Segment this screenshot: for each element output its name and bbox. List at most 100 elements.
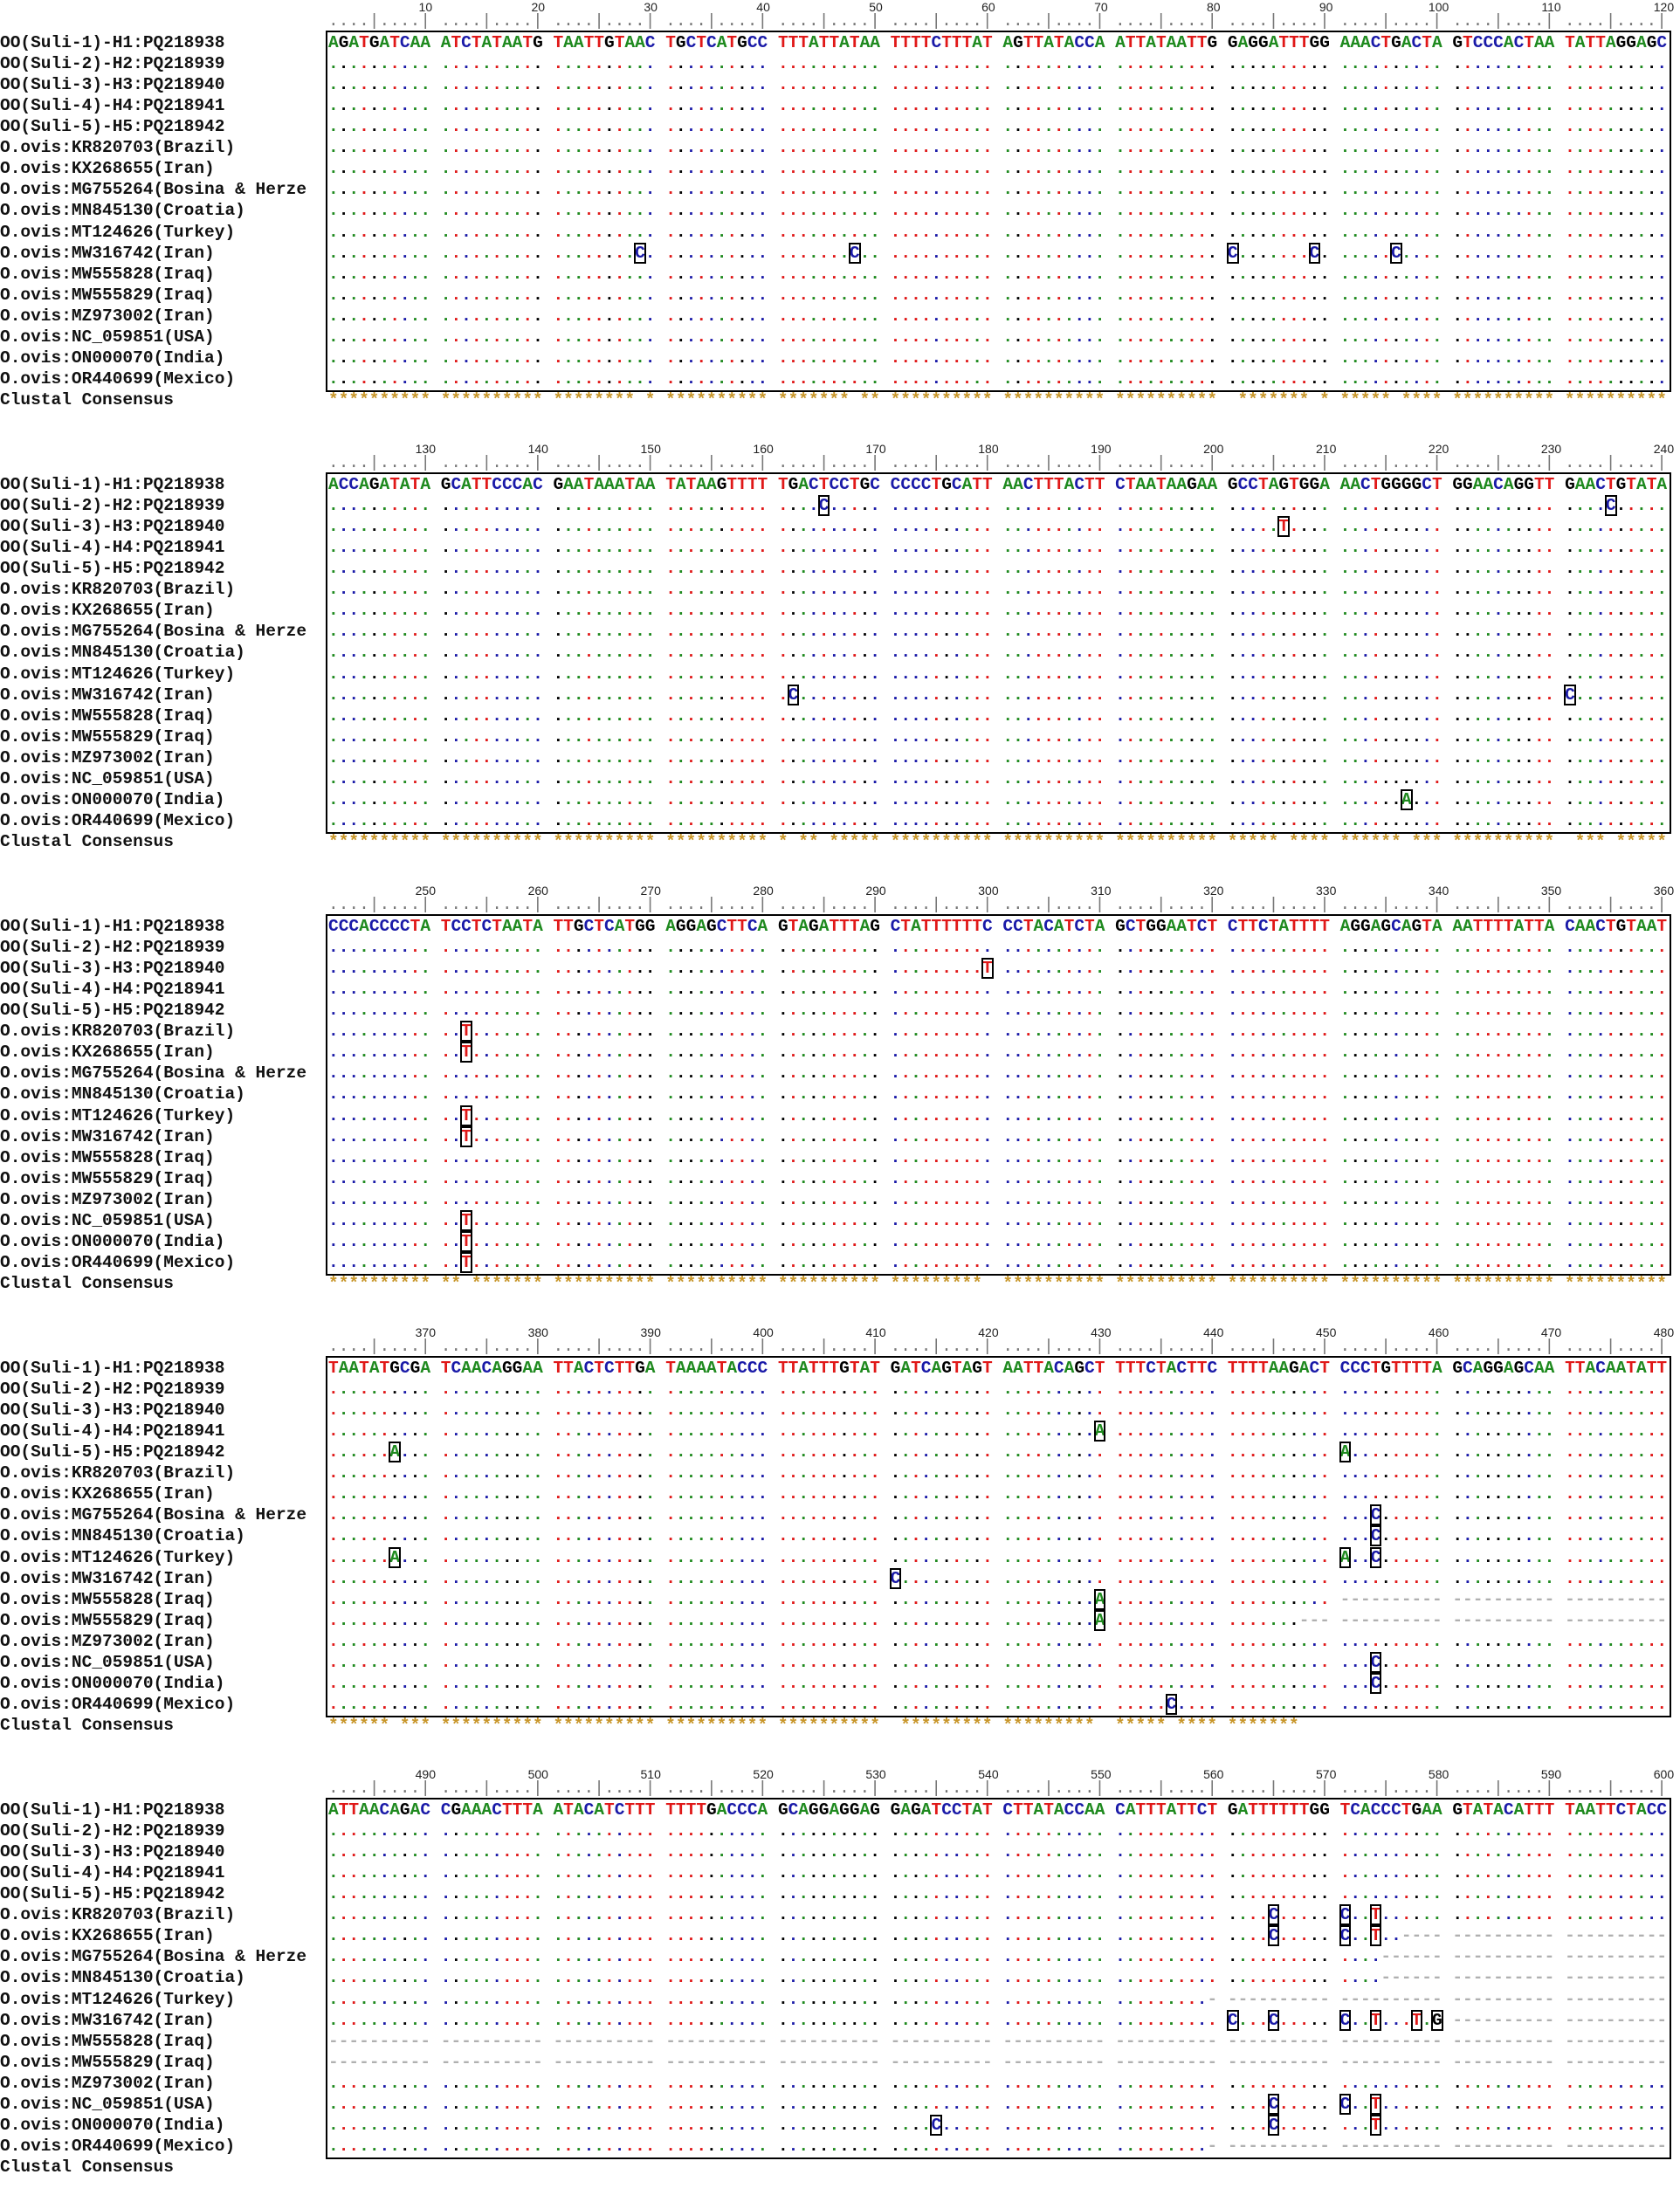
identical-residue: .: [1545, 538, 1555, 557]
identical-residue: .: [584, 517, 595, 536]
identical-residue: .: [1310, 959, 1320, 978]
identical-residue: .: [1146, 980, 1156, 999]
identical-residue: .: [962, 580, 973, 599]
identical-residue: .: [839, 811, 850, 830]
identical-residue: .: [1493, 75, 1504, 94]
identical-residue: .: [1463, 327, 1473, 347]
identical-residue: .: [1156, 117, 1167, 136]
identical-residue: .: [829, 811, 839, 830]
identical-residue: .: [1064, 306, 1075, 326]
identical-residue: .: [1647, 790, 1657, 809]
residue: A: [604, 475, 615, 494]
residue: T: [1504, 917, 1514, 936]
identical-residue: .: [1054, 265, 1064, 284]
identical-residue: .: [1084, 769, 1095, 788]
identical-residue: .: [1350, 159, 1360, 178]
residue: G: [1248, 33, 1258, 52]
residue: G: [1258, 33, 1269, 52]
identical-residue: .: [982, 75, 993, 94]
identical-residue: .: [1278, 769, 1289, 788]
identical-residue: .: [1238, 223, 1249, 242]
identical-residue: .: [441, 327, 451, 347]
sequence-row: .......... .......... .......... .......…: [328, 726, 1667, 747]
identical-residue: .: [1248, 223, 1258, 242]
identical-residue: .: [1360, 265, 1371, 284]
identical-residue: .: [1197, 327, 1208, 347]
identical-residue: .: [850, 580, 860, 599]
identical-residue: .: [829, 306, 839, 326]
identical-residue: .: [1422, 244, 1432, 263]
identical-residue: .: [1606, 1022, 1616, 1041]
residue: A: [574, 33, 584, 52]
identical-residue: .: [1585, 496, 1595, 515]
identical-residue: .: [1146, 159, 1156, 178]
identical-residue: .: [1310, 748, 1320, 767]
identical-residue: .: [369, 327, 380, 347]
identical-residue: .: [1514, 244, 1525, 263]
identical-residue: .: [1606, 622, 1616, 641]
identical-residue: .: [737, 727, 747, 747]
identical-residue: .: [348, 685, 359, 705]
residue: A: [563, 33, 574, 52]
identical-residue: .: [696, 327, 706, 347]
identical-residue: .: [1380, 369, 1391, 389]
identical-residue: .: [339, 664, 349, 684]
identical-residue: .: [1319, 348, 1330, 368]
identical-residue: .: [931, 517, 941, 536]
identical-residue: .: [1585, 622, 1595, 641]
identical-residue: .: [1575, 685, 1586, 705]
identical-residue: .: [615, 559, 625, 578]
identical-residue: .: [1319, 938, 1330, 957]
identical-residue: .: [1463, 369, 1473, 389]
identical-residue: .: [1380, 496, 1391, 515]
identical-residue: .: [1514, 685, 1525, 705]
identical-residue: .: [1187, 643, 1197, 662]
identical-residue: .: [1002, 685, 1013, 705]
identical-residue: .: [809, 369, 819, 389]
identical-residue: .: [1043, 980, 1054, 999]
identical-residue: .: [1412, 980, 1422, 999]
identical-residue: .: [1197, 980, 1208, 999]
identical-residue: .: [931, 244, 941, 263]
identical-residue: .: [339, 811, 349, 830]
identical-residue: .: [1064, 664, 1075, 684]
identical-residue: .: [850, 201, 860, 220]
identical-residue: .: [788, 959, 799, 978]
residue: C: [533, 475, 543, 494]
identical-residue: .: [1034, 180, 1044, 199]
identical-residue: .: [1656, 769, 1667, 788]
identical-residue: .: [1278, 664, 1289, 684]
identical-residue: .: [1013, 180, 1023, 199]
identical-residue: .: [1380, 54, 1391, 73]
identical-residue: .: [758, 622, 768, 641]
identical-residue: .: [533, 75, 543, 94]
identical-residue: .: [1432, 769, 1442, 788]
identical-residue: .: [850, 517, 860, 536]
identical-residue: .: [737, 265, 747, 284]
identical-residue: .: [615, 369, 625, 389]
identical-residue: .: [1228, 286, 1238, 305]
identical-residue: .: [472, 748, 482, 767]
residue: G: [604, 33, 615, 52]
identical-residue: .: [1371, 559, 1381, 578]
identical-residue: .: [900, 223, 911, 242]
identical-residue: .: [574, 959, 584, 978]
sequence-label: O.ovis:OR440699(Mexico): [0, 368, 235, 389]
identical-residue: .: [737, 96, 747, 115]
identical-residue: .: [1340, 811, 1351, 830]
identical-residue: .: [962, 265, 973, 284]
identical-residue: .: [1084, 643, 1095, 662]
identical-residue: .: [850, 938, 860, 957]
identical-residue: .: [870, 938, 880, 957]
identical-residue: .: [1115, 1001, 1126, 1020]
identical-residue: .: [472, 201, 482, 220]
identical-residue: .: [1228, 664, 1238, 684]
identical-residue: .: [1319, 265, 1330, 284]
identical-residue: .: [339, 706, 349, 726]
identical-residue: .: [1606, 244, 1616, 263]
identical-residue: .: [1524, 685, 1534, 705]
identical-residue: .: [472, 622, 482, 641]
identical-residue: .: [1126, 538, 1136, 557]
identical-residue: .: [870, 517, 880, 536]
identical-residue: .: [563, 496, 574, 515]
